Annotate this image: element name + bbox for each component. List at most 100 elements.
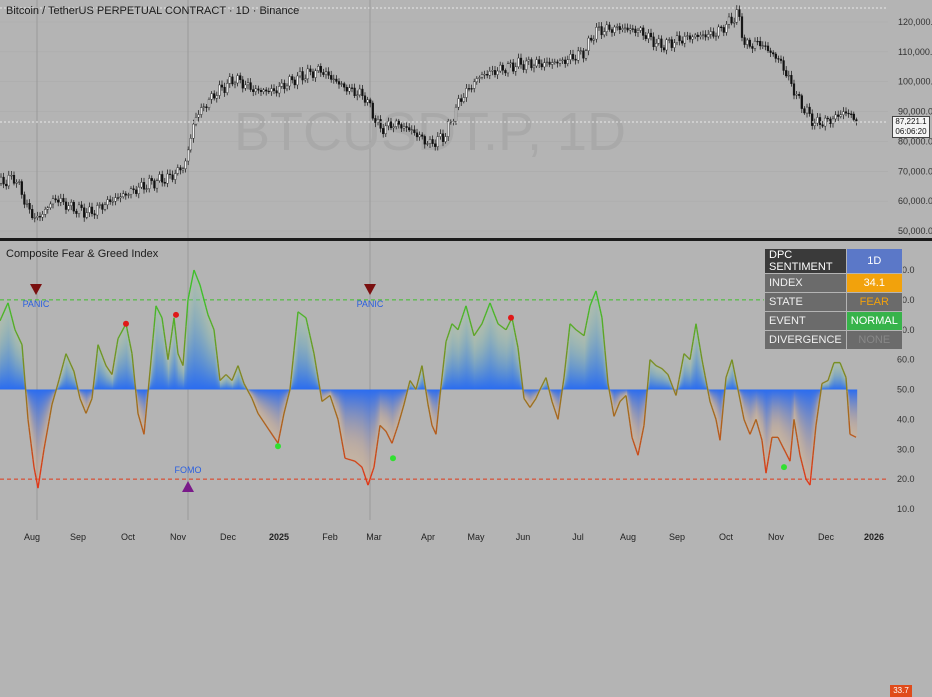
candle-body [421, 135, 423, 136]
indicator-line-segment [202, 292, 203, 296]
indicator-line-segment [807, 481, 808, 482]
candle-body [8, 175, 10, 186]
indicator-line-segment [58, 380, 59, 384]
sentiment-key: DIVERGENCE [765, 331, 847, 350]
indicator-line-segment [398, 422, 399, 425]
candle-body [273, 89, 275, 91]
indicator-line-segment [384, 429, 385, 430]
indicator-line-segment [249, 393, 250, 395]
candle-body [723, 27, 725, 32]
indicator-line-segment [389, 437, 390, 439]
indicator-line-segment [538, 392, 539, 394]
indicator-line-segment [14, 326, 15, 330]
time-axis-label: Nov [768, 532, 785, 542]
indicator-line-segment [443, 360, 444, 369]
indicator-line-segment [325, 398, 326, 399]
signal-dot [508, 315, 514, 321]
indicator-line-segment [300, 313, 301, 314]
indicator-line-segment [519, 356, 520, 364]
candle-body [442, 134, 444, 142]
indicator-line-segment [783, 447, 784, 449]
indicator-line-segment [258, 413, 259, 414]
indicator-line-segment [418, 378, 419, 382]
indicator-title[interactable]: Composite Fear & Greed Index [6, 248, 159, 260]
indicator-line-segment [650, 360, 651, 361]
candle-body [635, 29, 637, 33]
indicator-line-segment [642, 430, 643, 435]
indicator-line-segment [20, 340, 21, 342]
time-axis-label: Aug [24, 532, 40, 542]
indicator-line-segment [88, 406, 89, 408]
candle-body [796, 94, 798, 95]
signal-dot [275, 443, 281, 449]
indicator-line-segment [8, 303, 9, 307]
indicator-line-segment [626, 395, 627, 402]
candle-body [151, 178, 153, 180]
indicator-line-segment [586, 321, 587, 326]
candle-body [575, 59, 577, 60]
indicator-line-segment [153, 328, 154, 339]
indicator-line-segment [585, 326, 586, 331]
indicator-line-segment [828, 378, 829, 381]
indicator-line-segment [712, 407, 713, 410]
indicator-line-segment [447, 336, 448, 339]
indicator-line-segment [815, 425, 816, 435]
price-axis-label: 110,000.0 [898, 47, 932, 57]
price-pane[interactable]: BTCUSDT.P, 1D Bitcoin / TetherUS PERPETU… [0, 0, 932, 238]
indicator-line-segment [4, 310, 5, 312]
candle-body [385, 126, 387, 134]
indicator-line-segment [227, 376, 228, 377]
indicator-line-segment [564, 369, 565, 378]
indicator-line-segment [46, 432, 47, 438]
indicator-line-segment [83, 406, 84, 408]
candle-body [726, 24, 728, 32]
indicator-line-segment [481, 324, 482, 325]
symbol-title[interactable]: Bitcoin / TetherUS PERPETUAL CONTRACT · … [6, 5, 299, 17]
indicator-line-segment [788, 457, 789, 459]
indicator-line-segment [41, 462, 42, 468]
price-chart[interactable]: BTCUSDT.P, 1D Bitcoin / TetherUS PERPETU… [0, 0, 932, 238]
indicator-line-segment [342, 442, 343, 448]
indicator-line-segment [618, 404, 619, 406]
indicator-line-segment [603, 329, 604, 340]
indicator-line-segment [66, 354, 67, 356]
candle-body [177, 168, 179, 174]
candle-body [749, 40, 751, 46]
candle-body [791, 75, 793, 83]
candle-body [843, 112, 845, 115]
candle-body [767, 46, 769, 51]
indicator-line-segment [584, 331, 585, 336]
panic-marker-2 [364, 284, 376, 295]
candle-body [713, 32, 715, 37]
indicator-line-segment [163, 325, 164, 332]
indicator-line-segment [319, 384, 320, 390]
indicator-line-segment [84, 408, 85, 410]
indicator-line-segment [691, 348, 692, 354]
indicator-line-segment [492, 308, 493, 311]
indicator-line-segment [581, 333, 582, 334]
indicator-line-segment [274, 437, 275, 438]
candle-body [16, 182, 18, 183]
indicator-line-segment [81, 401, 82, 403]
candle-body [689, 36, 691, 40]
candle-body [242, 80, 244, 88]
indicator-line-segment [699, 342, 700, 348]
sentiment-key: DPC SENTIMENT [765, 249, 847, 274]
indicator-line-segment [15, 330, 16, 332]
indicator-line-segment [146, 403, 147, 413]
indicator-line-segment [598, 300, 599, 304]
indicator-line-segment [201, 289, 202, 293]
indicator-line-segment [704, 370, 705, 375]
indicator-line-segment [627, 402, 628, 409]
indicator-line-segment [152, 339, 153, 350]
indicator-line-segment [420, 370, 421, 374]
indicator-line-segment [70, 363, 71, 365]
indicator-line-segment [245, 385, 246, 387]
candle-body [289, 77, 291, 86]
indicator-line-segment [721, 419, 722, 429]
indicator-line-segment [56, 387, 57, 390]
indicator-line-segment [486, 311, 487, 314]
